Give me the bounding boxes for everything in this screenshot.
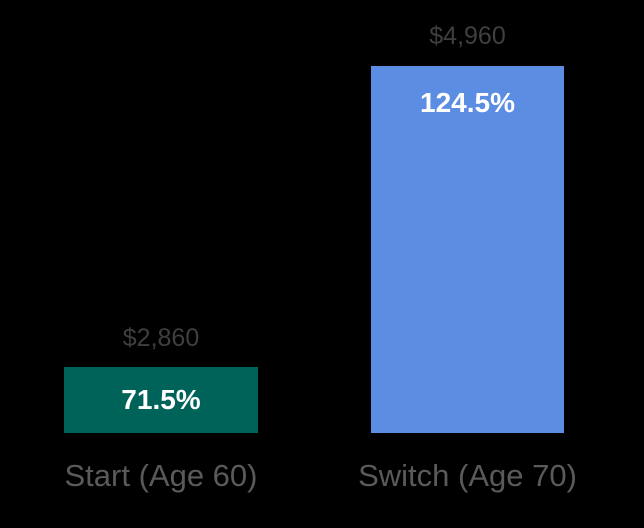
bar-start-age-60: 71.5% (64, 367, 258, 433)
percent-label-start: 71.5% (121, 384, 201, 415)
category-label-switch: Switch (Age 70) (358, 458, 577, 493)
bar-switch-age-70: 124.5% (371, 66, 564, 433)
value-label-switch: $4,960 (429, 22, 506, 50)
category-label-start: Start (Age 60) (64, 458, 258, 493)
percent-label-switch: 124.5% (420, 87, 515, 118)
value-label-start: $2,860 (122, 324, 200, 352)
